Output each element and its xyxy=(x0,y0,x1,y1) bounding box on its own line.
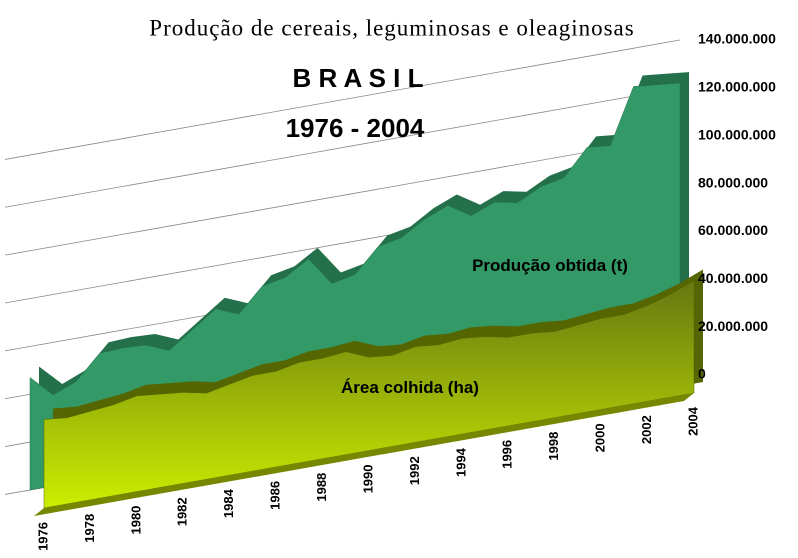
annotation: 1976 - 2004 xyxy=(286,113,425,143)
x-tick-label: 1976 xyxy=(35,522,50,551)
floor xyxy=(34,393,694,516)
x-tick-label: 1996 xyxy=(500,440,515,469)
series-label: Área colhida (ha) xyxy=(341,378,479,397)
x-tick-label: 1990 xyxy=(360,465,375,494)
x-tick-label: 1982 xyxy=(175,497,190,526)
annotation: B R A S I L xyxy=(293,63,424,93)
x-tick-label: 1988 xyxy=(314,473,329,502)
y-tick-label: 140.000.000 xyxy=(698,31,776,47)
x-tick-label: 1980 xyxy=(128,506,143,535)
x-tick-label: 1984 xyxy=(221,488,236,518)
grid-line xyxy=(4,135,681,256)
y-tick-label: 0 xyxy=(698,366,706,382)
x-tick-label: 2000 xyxy=(593,423,608,452)
series-label: Produção obtida (t) xyxy=(472,256,628,275)
grid-line xyxy=(4,39,681,160)
x-tick-label: 1992 xyxy=(407,456,422,485)
x-tick-label: 1978 xyxy=(82,514,97,543)
y-tick-label: 20.000.000 xyxy=(698,318,768,334)
x-tick-label: 1994 xyxy=(453,447,468,477)
y-tick-label: 40.000.000 xyxy=(698,270,768,286)
grid-line xyxy=(4,87,681,208)
y-tick-label: 100.000.000 xyxy=(698,126,776,142)
plot xyxy=(29,72,703,516)
chart-title: Produção de cereais, leguminosas e oleag… xyxy=(149,15,634,40)
y-tick-label: 60.000.000 xyxy=(698,222,768,238)
x-tick-label: 2004 xyxy=(685,406,700,436)
x-tick-label: 1986 xyxy=(268,481,283,510)
x-tick-label: 1998 xyxy=(546,432,561,461)
series-name: Produção obtida (t) xyxy=(472,256,628,275)
y-tick-label: 120.000.000 xyxy=(698,79,776,95)
x-tick-label: 2002 xyxy=(639,415,654,444)
series-name: Área colhida (ha) xyxy=(341,378,479,397)
y-tick-label: 80.000.000 xyxy=(698,174,768,190)
